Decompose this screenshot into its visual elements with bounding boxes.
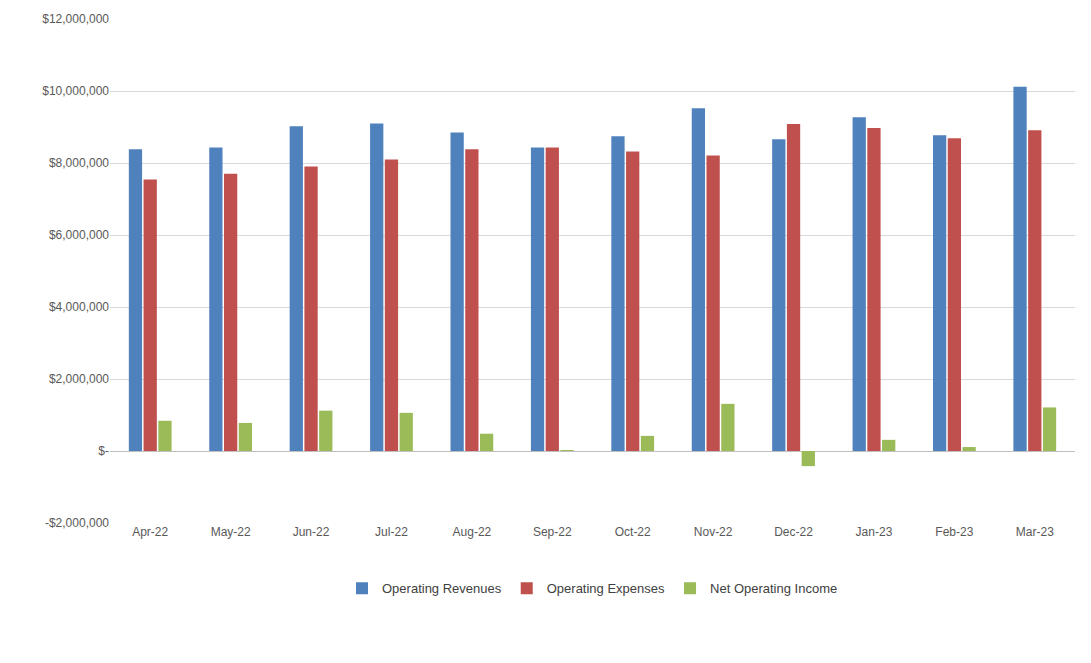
svg-text:Oct-22: Oct-22: [615, 525, 651, 539]
svg-text:Operating Expenses: Operating Expenses: [547, 581, 665, 596]
svg-text:Aug-22: Aug-22: [453, 525, 492, 539]
svg-text:$8,000,000: $8,000,000: [49, 156, 109, 170]
svg-text:Dec-22: Dec-22: [774, 525, 813, 539]
svg-text:$10,000,000: $10,000,000: [42, 84, 109, 98]
svg-text:$2,000,000: $2,000,000: [49, 372, 109, 386]
svg-text:Operating Revenues: Operating Revenues: [382, 581, 502, 596]
svg-text:Jul-22: Jul-22: [375, 525, 408, 539]
svg-text:Sep-22: Sep-22: [533, 525, 572, 539]
svg-text:$6,000,000: $6,000,000: [49, 228, 109, 242]
svg-text:$-: $-: [98, 444, 109, 458]
svg-text:Jun-22: Jun-22: [293, 525, 330, 539]
svg-text:$12,000,000: $12,000,000: [42, 12, 109, 26]
svg-text:Jan-23: Jan-23: [856, 525, 893, 539]
svg-text:Nov-22: Nov-22: [694, 525, 733, 539]
svg-text:Apr-22: Apr-22: [132, 525, 168, 539]
svg-text:Mar-23: Mar-23: [1016, 525, 1054, 539]
svg-text:-$2,000,000: -$2,000,000: [45, 516, 109, 530]
svg-text:Net Operating Income: Net Operating Income: [710, 581, 837, 596]
svg-text:Feb-23: Feb-23: [935, 525, 973, 539]
svg-text:May-22: May-22: [211, 525, 251, 539]
svg-text:$4,000,000: $4,000,000: [49, 300, 109, 314]
